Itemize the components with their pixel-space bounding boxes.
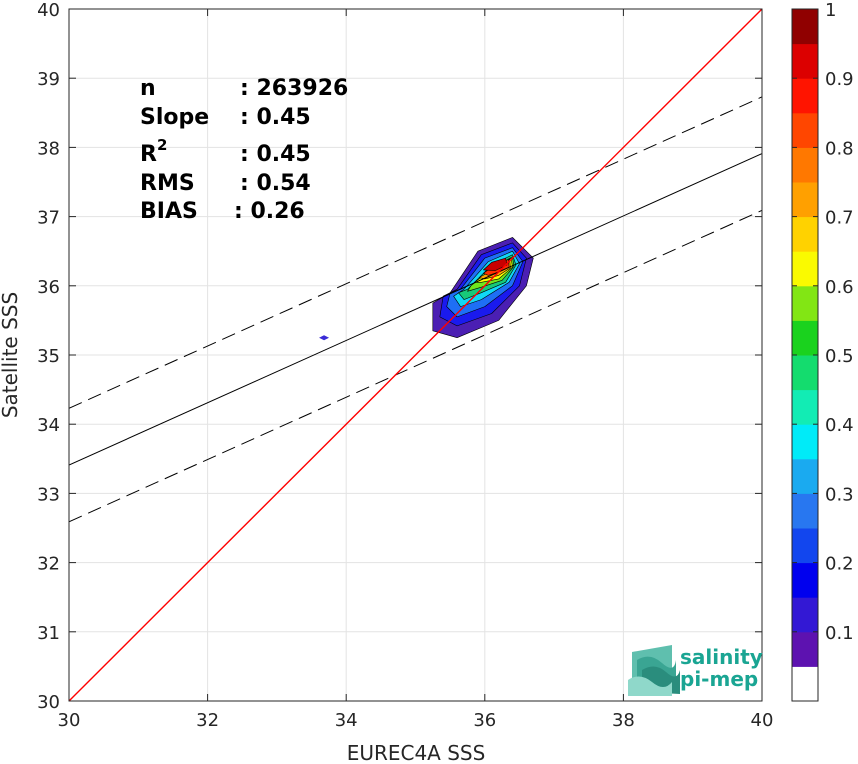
stat-r2-value: : 0.45 bbox=[240, 142, 311, 167]
colorbar-tick-label: 0.4 bbox=[825, 415, 854, 436]
stats-annotation: n : 263926 Slope : 0.45 R 2 : 0.45 RMS :… bbox=[140, 76, 348, 224]
identity-line bbox=[69, 9, 762, 701]
colorbar-tick-label: 0.3 bbox=[825, 484, 854, 505]
colorbar-segment bbox=[792, 458, 818, 494]
stat-r2-sup: 2 bbox=[157, 136, 167, 154]
outlier-point bbox=[319, 335, 330, 341]
x-tick-label: 32 bbox=[196, 710, 219, 731]
stat-r2-label: R bbox=[140, 142, 157, 167]
colorbar-segment bbox=[792, 562, 818, 598]
colorbar-segment bbox=[792, 493, 818, 529]
colorbar-tick-label: 0.2 bbox=[825, 554, 854, 575]
stat-rms-label: RMS bbox=[140, 171, 195, 196]
plot-content bbox=[69, 9, 762, 701]
stat-slope-value: : 0.45 bbox=[240, 105, 311, 130]
x-tick-label: 38 bbox=[612, 710, 635, 731]
colorbar-tick-label: 0.1 bbox=[825, 623, 854, 644]
x-tick-label: 36 bbox=[473, 710, 496, 731]
colorbar-segment bbox=[792, 216, 818, 252]
colorbar-segment bbox=[792, 424, 818, 460]
colorbar-tick-label: 0.6 bbox=[825, 277, 854, 298]
fit-upper-bound bbox=[69, 96, 762, 409]
colorbar-tick-label: 0.5 bbox=[825, 346, 854, 367]
y-tick-label: 40 bbox=[37, 0, 60, 21]
fit-lower-bound bbox=[69, 209, 762, 523]
colorbar-segment bbox=[792, 320, 818, 356]
colorbar-segment bbox=[792, 182, 818, 218]
colorbar-tick-label: 1 bbox=[825, 0, 836, 21]
colorbar-tick-label: 0.8 bbox=[825, 138, 854, 159]
logo-line2: pi-mep bbox=[680, 667, 758, 691]
salinity-pi-mep-logo: salinity pi-mep bbox=[628, 645, 763, 696]
y-tick-label: 32 bbox=[37, 554, 60, 575]
colorbar-segment bbox=[792, 631, 818, 667]
colorbar-segment bbox=[792, 251, 818, 287]
colorbar-segment bbox=[792, 78, 818, 114]
colorbar-segment bbox=[792, 597, 818, 633]
colorbar-segment bbox=[792, 9, 818, 45]
colorbar: 0.1 0.2 0.3 0.4 0.5 0.6 0.7 0.8 0.9 1 bbox=[791, 0, 854, 702]
x-tick-label: 30 bbox=[58, 710, 81, 731]
stat-bias-label: BIAS bbox=[140, 199, 198, 224]
colorbar-segment bbox=[792, 147, 818, 183]
y-tick-label: 33 bbox=[37, 484, 60, 505]
density-contour bbox=[483, 257, 508, 271]
x-tick-label: 34 bbox=[335, 710, 358, 731]
y-tick-label: 30 bbox=[37, 692, 60, 713]
y-axis-title: Satellite SSS bbox=[0, 292, 22, 418]
stat-n-label: n bbox=[140, 76, 156, 101]
colorbar-tick-label: 0.7 bbox=[825, 208, 854, 229]
x-tick-label: 40 bbox=[751, 710, 774, 731]
stat-bias-value: : 0.26 bbox=[234, 199, 305, 224]
y-tick-label: 39 bbox=[37, 69, 60, 90]
colorbar-segment bbox=[792, 355, 818, 391]
colorbar-segment bbox=[792, 43, 818, 79]
stat-slope-label: Slope bbox=[140, 105, 209, 130]
colorbar-segment bbox=[792, 666, 818, 702]
stat-n-value: : 263926 bbox=[240, 76, 348, 101]
plot-area: 30 32 34 36 38 40 30 31 32 33 34 35 36 37 38 39 40 bbox=[37, 0, 773, 731]
y-tick-label: 35 bbox=[37, 346, 60, 367]
colorbar-segment bbox=[792, 389, 818, 425]
logo-line1: salinity bbox=[680, 645, 763, 669]
stat-rms-value: : 0.54 bbox=[240, 171, 311, 196]
y-tick-label: 38 bbox=[37, 138, 60, 159]
x-axis-title: EUREC4A SSS bbox=[347, 741, 486, 764]
colorbar-segment bbox=[792, 112, 818, 148]
colorbar-tick-label: 0.9 bbox=[825, 69, 854, 90]
fit-line bbox=[69, 153, 762, 466]
y-tick-label: 36 bbox=[37, 277, 60, 298]
logo-waves-icon bbox=[628, 645, 680, 696]
colorbar-segment bbox=[792, 528, 818, 564]
y-tick-label: 34 bbox=[37, 415, 60, 436]
colorbar-segment bbox=[792, 285, 818, 321]
y-tick-label: 31 bbox=[37, 623, 60, 644]
y-tick-label: 37 bbox=[37, 208, 60, 229]
